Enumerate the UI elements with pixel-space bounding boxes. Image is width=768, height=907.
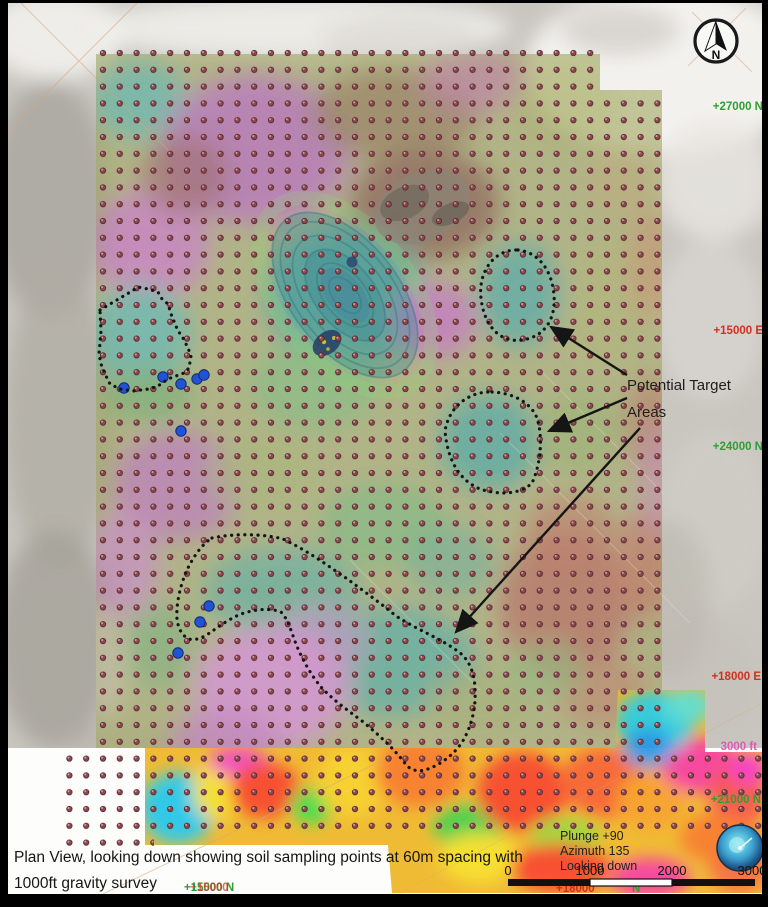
sampling-dots-region: [62, 748, 154, 848]
potential-target-outlines: [97, 248, 556, 773]
annotation-arrow: [548, 325, 628, 377]
coordinate-label: +24000 N: [713, 441, 763, 453]
target-outline: [479, 248, 556, 342]
caption-line2: 1000ft gravity survey: [14, 875, 157, 892]
blue-sample-point: [194, 616, 206, 628]
plunge-label: Plunge +90: [560, 829, 624, 843]
coordinate-label: +15000: [190, 882, 229, 894]
annotation-arrow: [546, 396, 628, 433]
coordinate-label: +21000 N: [711, 794, 761, 806]
coordinate-label: N: [632, 883, 640, 895]
blue-sample-point: [172, 647, 184, 659]
north-label: N: [712, 48, 721, 62]
caption-line1: Plan View, looking down showing soil sam…: [14, 849, 523, 866]
annotation-text: Potential Target Areas: [627, 377, 732, 421]
target-outline: [97, 285, 193, 393]
blue-sample-point: [175, 378, 187, 390]
annotation-arrow: [454, 427, 641, 634]
blue-sample-point: [198, 369, 210, 381]
orientation-sphere-icon: [716, 824, 764, 872]
azimuth-label: Azimuth 135: [560, 844, 630, 858]
coordinate-label: +27000 N: [713, 101, 763, 113]
sampling-dots-region: [154, 748, 764, 830]
scale-bar: 0 1000 2000 3000: [504, 863, 767, 887]
blue-sample-point: [203, 600, 215, 612]
target-outline: [443, 390, 543, 495]
sampling-dots-region: [96, 44, 596, 94]
looking-label: Looking down: [560, 859, 637, 873]
scale-label: 0: [504, 863, 511, 878]
view-orientation: Plunge +90 Azimuth 135 Looking down: [560, 829, 637, 873]
annotation-arrows: [454, 325, 641, 634]
target-outline: [175, 533, 477, 773]
blue-sample-point: [157, 371, 169, 383]
caption: Plan View, looking down showing soil sam…: [14, 849, 523, 892]
coordinate-labels: +27000 N +15000 E +24000 N +18000 E 3000 ft +…: [184, 101, 763, 895]
annotation-line2: Areas: [627, 404, 666, 421]
scale-label: 1000: [576, 863, 605, 878]
scale-label: 3000: [738, 863, 767, 878]
north-compass-icon: N: [693, 18, 739, 64]
blue-sample-point: [175, 425, 187, 437]
coordinate-label: +18000 E: [711, 671, 761, 683]
soil-sampling-grid: [62, 44, 764, 848]
annotation-line1: Potential Target: [627, 377, 732, 394]
coordinate-label: +15000 E: [713, 325, 763, 337]
coordinate-label: 3000 ft: [721, 741, 758, 753]
coordinate-label: +15000 N: [184, 882, 234, 894]
scale-label: 2000: [658, 863, 687, 878]
